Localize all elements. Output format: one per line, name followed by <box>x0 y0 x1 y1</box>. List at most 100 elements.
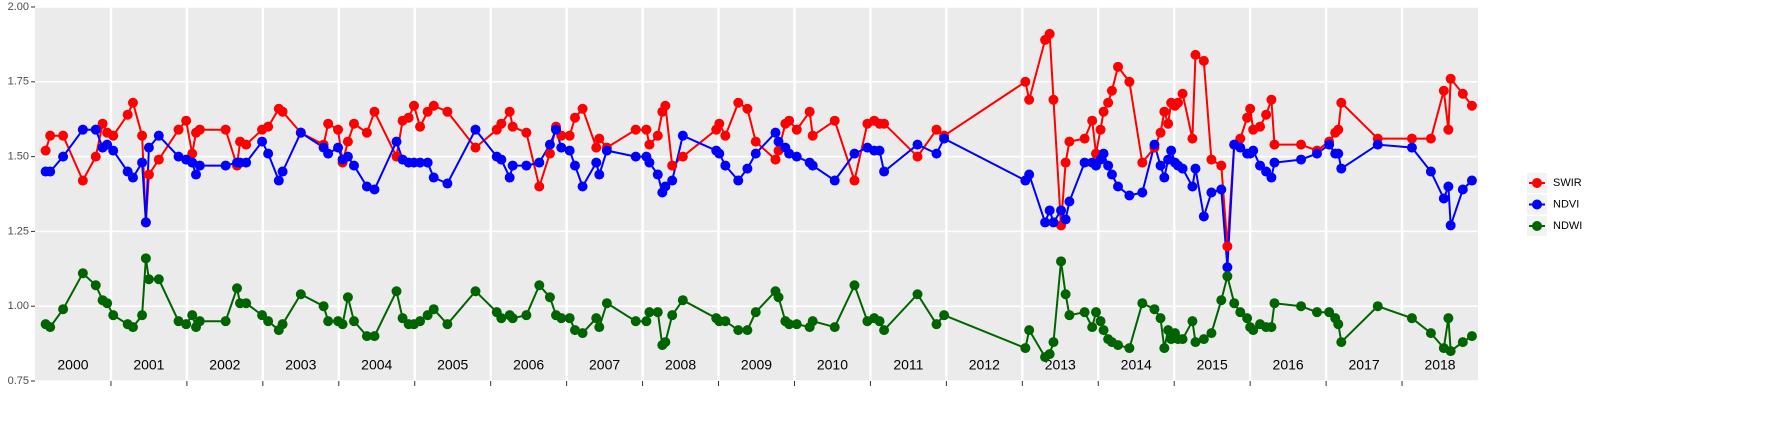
data-point <box>361 127 372 138</box>
data-point <box>1425 328 1436 339</box>
data-point <box>829 115 840 126</box>
data-point <box>1406 313 1417 324</box>
data-point <box>1311 148 1322 159</box>
year-label: 2000 <box>57 357 88 373</box>
data-point <box>428 100 439 111</box>
data-point <box>1113 61 1124 72</box>
data-point <box>544 292 555 303</box>
data-point <box>770 154 781 165</box>
data-point <box>714 148 725 159</box>
data-point <box>273 175 284 186</box>
data-point <box>874 145 885 156</box>
data-point <box>1187 316 1198 327</box>
data-point <box>1187 133 1198 144</box>
data-point <box>1060 214 1071 225</box>
data-point <box>442 178 453 189</box>
data-point <box>1248 325 1259 336</box>
data-point <box>263 121 274 132</box>
data-point <box>1095 316 1106 327</box>
data-point <box>591 313 602 324</box>
data-point <box>1206 187 1217 198</box>
data-point <box>1216 184 1227 195</box>
data-point <box>173 124 184 135</box>
data-point <box>58 151 69 162</box>
data-point <box>241 298 252 309</box>
data-point <box>1445 346 1456 357</box>
data-point <box>784 148 795 159</box>
data-point <box>187 157 198 168</box>
data-point <box>470 142 481 153</box>
data-point <box>391 286 402 297</box>
data-point <box>849 175 860 186</box>
data-point <box>791 151 802 162</box>
data-point <box>415 121 426 132</box>
data-point <box>1255 121 1266 132</box>
data-point <box>369 184 380 195</box>
data-point <box>1098 106 1109 117</box>
plot-background <box>35 7 1478 381</box>
data-point <box>143 142 154 153</box>
data-point <box>1159 172 1170 183</box>
data-point <box>342 292 353 303</box>
data-point <box>1048 337 1059 348</box>
data-point <box>1190 163 1201 174</box>
data-point <box>1242 112 1253 123</box>
data-point <box>181 115 192 126</box>
data-point <box>77 268 88 279</box>
data-point <box>742 103 753 114</box>
data-point <box>1079 133 1090 144</box>
data-point <box>1466 100 1477 111</box>
data-point <box>470 124 481 135</box>
data-point <box>791 319 802 330</box>
data-point <box>342 136 353 147</box>
data-point <box>1079 307 1090 318</box>
data-point <box>1466 331 1477 342</box>
data-point <box>1457 184 1468 195</box>
data-point <box>556 142 567 153</box>
data-point <box>77 124 88 135</box>
data-point <box>361 181 372 192</box>
data-point <box>1020 343 1031 354</box>
data-point <box>1406 133 1417 144</box>
data-point <box>1443 181 1454 192</box>
year-label: 2005 <box>437 357 468 373</box>
data-point <box>601 298 612 309</box>
data-point <box>143 274 154 285</box>
data-point <box>829 175 840 186</box>
data-point <box>630 151 641 162</box>
year-label: 2014 <box>1121 357 1152 373</box>
data-point <box>194 160 205 171</box>
data-point <box>1044 349 1055 360</box>
data-point <box>1443 124 1454 135</box>
data-point <box>504 172 515 183</box>
year-label: 2016 <box>1273 357 1304 373</box>
data-point <box>295 289 306 300</box>
data-point <box>677 295 688 306</box>
data-point <box>544 139 555 150</box>
data-point <box>97 118 108 129</box>
data-point <box>660 337 671 348</box>
data-point <box>391 136 402 147</box>
data-point <box>939 133 950 144</box>
data-point <box>1372 301 1383 312</box>
data-point <box>521 127 532 138</box>
data-point <box>77 175 88 186</box>
data-point <box>569 112 580 123</box>
data-point <box>1372 139 1383 150</box>
data-point <box>1425 166 1436 177</box>
data-point <box>1056 205 1067 216</box>
data-point <box>591 142 602 153</box>
data-point <box>644 139 655 150</box>
data-point <box>408 100 419 111</box>
data-point <box>277 319 288 330</box>
data-point <box>1103 97 1114 108</box>
year-label: 2017 <box>1349 357 1380 373</box>
data-point <box>1269 139 1280 150</box>
data-point <box>90 151 101 162</box>
data-point <box>1222 241 1233 252</box>
data-point <box>1149 139 1160 150</box>
data-point <box>1457 337 1468 348</box>
data-point <box>507 160 518 171</box>
data-point <box>153 130 164 141</box>
data-point <box>220 124 231 135</box>
